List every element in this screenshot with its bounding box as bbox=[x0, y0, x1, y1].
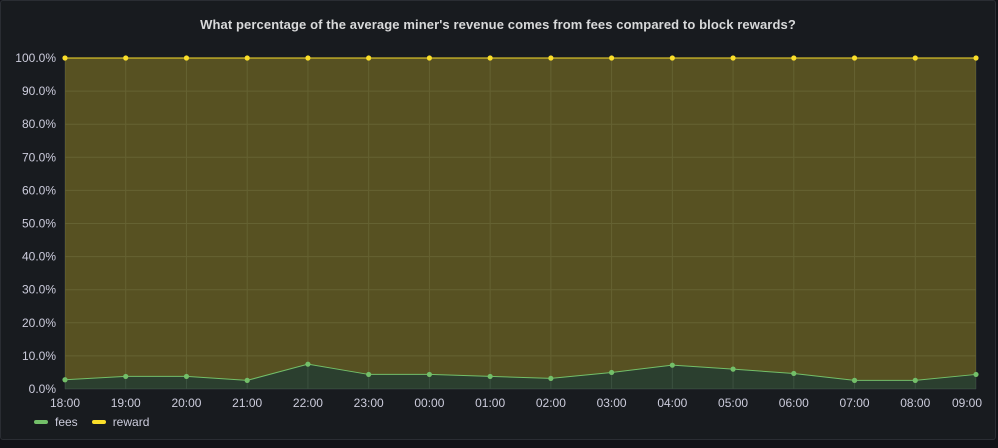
point-fees bbox=[548, 375, 554, 382]
point-fees bbox=[62, 377, 68, 383]
y-tick-label: 80.0% bbox=[22, 117, 56, 131]
legend-swatch-reward bbox=[91, 420, 106, 424]
x-tick-label: 03:00 bbox=[597, 396, 627, 410]
x-tick-label: 00:00 bbox=[414, 396, 444, 410]
y-tick-label: 30.0% bbox=[22, 283, 56, 297]
x-tick-label: 09:00 bbox=[952, 396, 982, 410]
y-tick-label: 10.0% bbox=[22, 349, 56, 363]
point-reward bbox=[183, 55, 190, 61]
x-tick-label: 04:00 bbox=[657, 396, 687, 410]
point-reward bbox=[366, 55, 372, 61]
point-fees bbox=[487, 373, 493, 380]
x-tick-label: 21:00 bbox=[232, 396, 262, 410]
point-fees bbox=[973, 371, 979, 378]
point-reward bbox=[730, 55, 736, 61]
point-fees bbox=[669, 362, 675, 368]
legend-item-fees[interactable]: fees bbox=[34, 415, 78, 429]
legend-swatch-fees bbox=[34, 420, 48, 424]
point-fees bbox=[183, 373, 190, 380]
point-fees bbox=[609, 369, 615, 376]
line-fees bbox=[64, 363, 977, 381]
point-layer bbox=[62, 55, 979, 383]
page-background-strip bbox=[0, 440, 998, 448]
point-reward bbox=[791, 55, 797, 61]
area-reward bbox=[65, 58, 976, 381]
point-fees bbox=[851, 377, 858, 383]
legend-label-reward: reward bbox=[112, 415, 150, 429]
point-reward bbox=[244, 55, 250, 61]
y-tick-label: 40.0% bbox=[22, 250, 56, 264]
x-tick-label: 07:00 bbox=[840, 396, 870, 410]
legend-label-fees: fees bbox=[55, 415, 78, 429]
y-tick-label: 50.0% bbox=[22, 217, 56, 231]
point-fees bbox=[305, 361, 311, 367]
x-tick-label: 02:00 bbox=[536, 396, 566, 410]
x-tick-label: 22:00 bbox=[293, 396, 323, 410]
y-tick-label: 70.0% bbox=[22, 150, 56, 164]
point-reward bbox=[609, 55, 615, 61]
point-reward bbox=[305, 55, 311, 61]
legend-item-reward[interactable]: reward bbox=[91, 415, 150, 429]
point-fees bbox=[366, 371, 372, 378]
point-reward bbox=[62, 55, 68, 61]
point-reward bbox=[973, 55, 979, 61]
point-reward bbox=[669, 55, 675, 61]
x-tick-label: 18:00 bbox=[50, 396, 80, 410]
point-reward bbox=[851, 55, 858, 61]
y-tick-label: 0.0% bbox=[29, 382, 57, 396]
x-tick-label: 23:00 bbox=[354, 396, 384, 410]
x-tick-label: 05:00 bbox=[718, 396, 748, 410]
point-fees bbox=[426, 371, 432, 378]
point-fees bbox=[912, 377, 918, 383]
point-fees bbox=[244, 377, 250, 383]
legend: fees reward bbox=[34, 415, 149, 429]
point-reward bbox=[487, 55, 493, 61]
point-reward bbox=[912, 55, 918, 61]
point-reward bbox=[123, 55, 129, 61]
point-reward bbox=[426, 55, 432, 61]
point-fees bbox=[791, 370, 797, 377]
x-tick-label: 06:00 bbox=[779, 396, 809, 410]
y-tick-label: 60.0% bbox=[22, 183, 56, 197]
y-tick-label: 100.0% bbox=[15, 51, 56, 65]
x-tick-label: 20:00 bbox=[171, 396, 201, 410]
x-tick-label: 08:00 bbox=[900, 396, 930, 410]
line-layer bbox=[64, 57, 977, 381]
point-reward bbox=[548, 55, 554, 61]
y-tick-label: 90.0% bbox=[22, 84, 56, 98]
x-tick-label: 01:00 bbox=[475, 396, 505, 410]
panel-title: What percentage of the average miner's r… bbox=[200, 17, 796, 32]
point-fees bbox=[730, 366, 736, 372]
x-tick-label: 19:00 bbox=[111, 396, 141, 410]
y-tick-label: 20.0% bbox=[22, 316, 56, 330]
area-layer bbox=[65, 58, 976, 389]
y-axis-ticks: 0.0% 10.0% 20.0% 30.0% 40.0% 50.0% 60.0% 70.0% 8… bbox=[15, 51, 56, 396]
x-axis-ticks: 18:00 19:00 20:00 21:00 22:00 23:00 00:00 01:00… bbox=[50, 396, 982, 410]
point-fees bbox=[123, 373, 129, 380]
